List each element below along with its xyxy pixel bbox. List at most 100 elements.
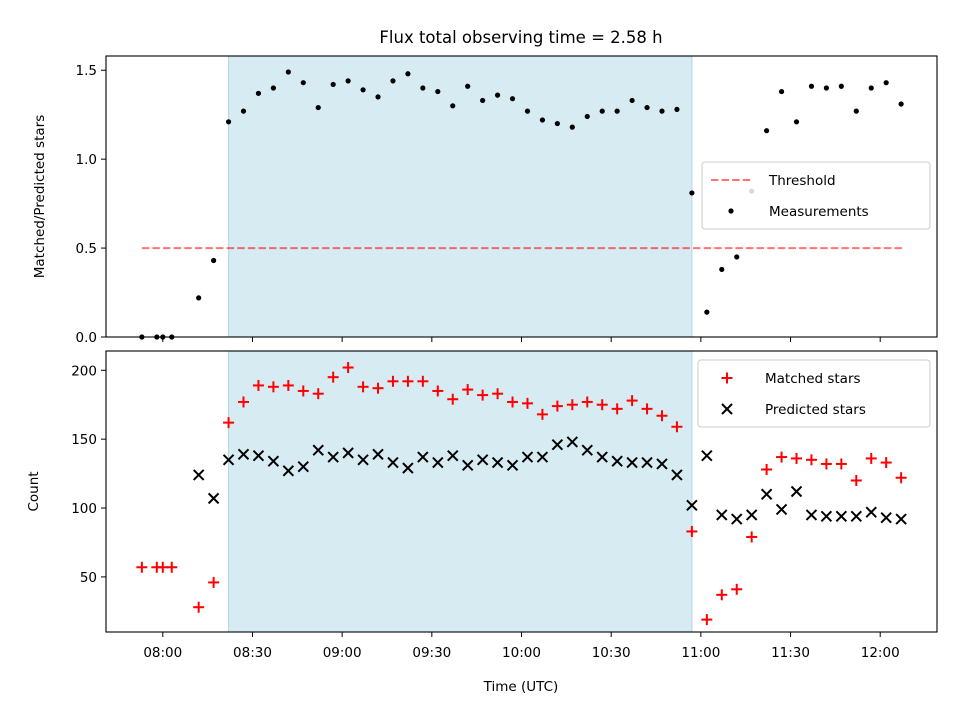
measurement-point	[704, 309, 710, 315]
x-tick-label: 12:00	[861, 645, 900, 661]
matched-star-point	[208, 576, 220, 588]
y-tick-label: 200	[71, 363, 97, 379]
measurement-point	[734, 254, 740, 260]
y-axis-label: Matched/Predicted stars	[32, 115, 48, 278]
legend-box	[701, 161, 931, 230]
legend-entry-label: Predicted stars	[765, 402, 866, 418]
predicted-star-point	[641, 456, 653, 469]
x-tick-label: 08:30	[233, 645, 272, 661]
x-tick-label: 08:00	[143, 645, 182, 661]
predicted-star-point	[491, 456, 504, 469]
matched-star-point	[166, 561, 178, 573]
chart-title: Flux total observing time = 2.58 h	[379, 28, 662, 47]
measurement-point	[405, 71, 411, 77]
predicted-star-point	[745, 509, 758, 521]
measurement-point	[569, 124, 575, 130]
measurement-point	[599, 108, 605, 114]
measurement-point	[360, 87, 366, 93]
measurement-point	[375, 94, 381, 100]
matched-star-point	[223, 417, 235, 429]
measurement-point	[554, 120, 560, 127]
measurement-point	[674, 106, 680, 112]
measurement-point	[614, 108, 620, 114]
predicted-star-point	[895, 513, 907, 525]
predicted-star-point	[581, 444, 593, 456]
predicted-star-point	[447, 449, 459, 462]
predicted-star-point	[790, 485, 803, 498]
matched-star-point	[895, 472, 907, 484]
predicted-star-point	[805, 509, 818, 521]
predicted-star-point	[327, 451, 339, 463]
measurement-point	[330, 81, 336, 88]
matched-star-point	[252, 379, 264, 391]
measurement-point	[240, 108, 247, 114]
matched-star-point	[492, 388, 504, 400]
predicted-star-point	[237, 448, 250, 461]
predicted-star-point	[551, 438, 564, 451]
x-tick-label: 10:30	[592, 645, 631, 661]
measurement-point	[689, 190, 695, 196]
matched-star-point	[193, 601, 205, 613]
measurement-point	[629, 97, 635, 104]
measurement-point	[778, 88, 785, 95]
legend-entry-label: Measurements	[769, 204, 869, 220]
measurement-point	[898, 101, 904, 107]
predicted-star-point	[387, 456, 399, 469]
matched-star-point	[327, 371, 339, 383]
predicted-star-point	[701, 449, 713, 462]
legend: Matched stars Predicted stars	[697, 359, 931, 428]
x-axis-label: Time (UTC)	[483, 679, 559, 695]
measurement-point	[838, 83, 844, 89]
matched-star-point	[357, 381, 369, 393]
measurement-point	[345, 78, 351, 84]
predicted-star-point	[192, 469, 205, 481]
matched-star-point	[761, 463, 773, 475]
measurement-point	[764, 128, 770, 134]
predicted-star-point	[865, 506, 877, 518]
matched-star-point	[641, 403, 653, 415]
matched-star-point	[536, 408, 548, 420]
matched-star-point	[417, 375, 429, 387]
predicted-star-point	[342, 447, 354, 459]
measurement-point	[315, 104, 321, 111]
measurement-point	[420, 85, 426, 91]
matched-star-point	[507, 396, 519, 408]
measurement-point	[196, 295, 202, 301]
predicted-star-point	[775, 503, 788, 516]
matched-star-point	[521, 397, 533, 409]
measurement-point	[494, 92, 501, 98]
x-tick-label: 10:00	[502, 645, 541, 661]
y-tick-label: 1.0	[76, 152, 97, 168]
matched-star-point	[462, 384, 474, 396]
predicted-star-point	[461, 459, 474, 472]
measurement-point	[435, 88, 441, 95]
measurement-point	[300, 80, 306, 86]
predicted-star-point	[282, 465, 295, 477]
matched-star-point	[731, 583, 743, 595]
y-tick-label: 50	[80, 570, 97, 586]
predicted-star-point	[506, 459, 519, 472]
measurement-point	[524, 108, 531, 114]
matched-star-point	[820, 458, 832, 470]
y-tick-label: 150	[71, 432, 97, 448]
y-tick-label: 0.5	[76, 241, 97, 257]
legend-box	[697, 359, 931, 428]
predicted-star-point	[521, 451, 534, 463]
legend: Threshold Measurements	[701, 161, 931, 230]
predicted-star-point	[850, 510, 862, 523]
y-tick-label: 100	[71, 501, 97, 517]
predicted-star-point	[880, 511, 892, 524]
predicted-star-point	[686, 499, 698, 511]
predicted-star-point	[671, 469, 683, 481]
measurement-point	[868, 85, 874, 91]
predicted-star-point	[626, 456, 638, 469]
observing-window-span	[228, 350, 693, 633]
matched-star-point	[581, 396, 593, 408]
matched-star-point	[701, 614, 713, 626]
measurement-point	[659, 108, 665, 114]
measurement-point	[539, 117, 546, 123]
matched-star-point	[342, 362, 354, 374]
matched-star-point	[835, 458, 847, 470]
x-tick-label: 11:00	[681, 645, 720, 661]
